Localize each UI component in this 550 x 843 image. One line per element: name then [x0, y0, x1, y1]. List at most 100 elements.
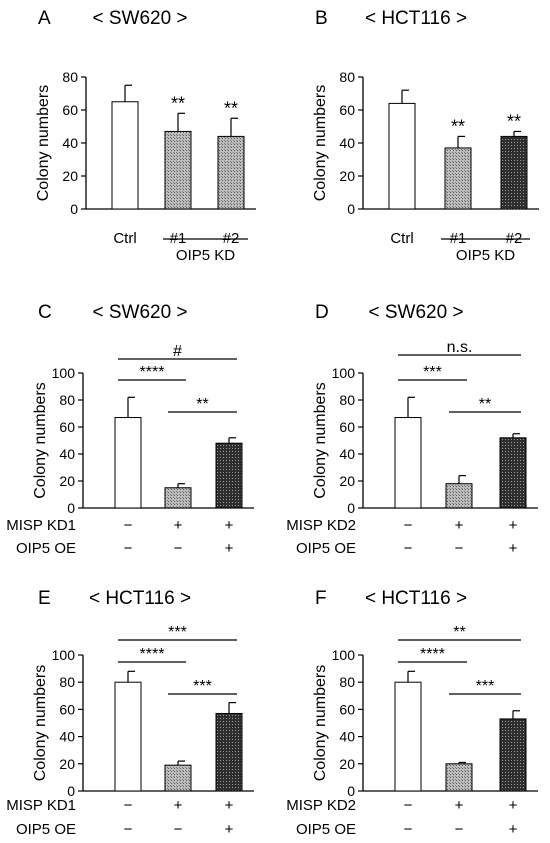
- panel-letter: D: [315, 302, 329, 323]
- significance-label: **: [224, 98, 238, 118]
- bar: [499, 718, 527, 792]
- y-tick-label: 80: [59, 674, 75, 690]
- condition-label: OIP5 OE: [16, 821, 76, 838]
- bar: [445, 483, 473, 509]
- y-tick-label: 100: [52, 647, 76, 663]
- condition-mark: −: [174, 821, 183, 838]
- category-label: Ctrl: [113, 230, 136, 247]
- bracket-label: #: [173, 343, 182, 360]
- condition-label: OIP5 OE: [296, 821, 356, 838]
- panel-letter: A: [38, 8, 51, 29]
- bracket-label: ***: [168, 624, 187, 641]
- panel-title: < HCT116 >: [365, 8, 467, 29]
- condition-mark: −: [124, 797, 133, 814]
- condition-mark: +: [225, 517, 234, 534]
- y-axis-label: Colony numbers: [312, 85, 329, 202]
- y-tick-label: 60: [339, 701, 355, 717]
- condition-mark: −: [124, 517, 133, 534]
- y-tick-label: 100: [52, 365, 76, 381]
- y-tick-label: 100: [332, 647, 356, 663]
- condition-label: OIP5 OE: [16, 540, 76, 557]
- y-axis-label: Colony numbers: [35, 85, 52, 202]
- condition-mark: −: [124, 540, 133, 557]
- category-label: Ctrl: [390, 230, 413, 247]
- condition-mark: +: [174, 797, 183, 814]
- bracket-label: ***: [423, 364, 442, 381]
- condition-mark: −: [455, 821, 464, 838]
- panel-title: < SW620 >: [368, 302, 463, 323]
- bar: [217, 135, 245, 210]
- bar: [164, 130, 192, 210]
- condition-label: MISP KD1: [6, 797, 76, 814]
- bar: [394, 681, 422, 792]
- significance-label: **: [451, 116, 465, 136]
- y-tick-label: 40: [59, 729, 75, 745]
- y-tick-label: 80: [339, 674, 355, 690]
- condition-mark: +: [225, 540, 234, 557]
- y-axis-label: Colony numbers: [32, 382, 49, 499]
- panel-title: < SW620 >: [92, 8, 187, 29]
- y-tick-label: 20: [62, 168, 78, 184]
- condition-mark: −: [174, 540, 183, 557]
- condition-mark: +: [509, 517, 518, 534]
- bar: [114, 681, 142, 792]
- y-tick-label: 0: [347, 500, 355, 516]
- y-tick-label: 20: [339, 473, 355, 489]
- condition-mark: +: [509, 540, 518, 557]
- panel-title: < HCT116 >: [365, 588, 467, 609]
- significance-label: **: [171, 93, 185, 113]
- bar: [114, 417, 142, 509]
- bracket-label: ****: [140, 364, 165, 381]
- y-tick-label: 20: [339, 756, 355, 772]
- condition-label: MISP KD1: [6, 517, 76, 534]
- condition-label: MISP KD2: [286, 797, 356, 814]
- panel-title: < HCT116 >: [89, 588, 191, 609]
- bar: [394, 417, 422, 509]
- condition-mark: −: [124, 821, 133, 838]
- condition-mark: +: [455, 517, 464, 534]
- y-tick-label: 40: [339, 135, 355, 151]
- y-tick-label: 0: [347, 783, 355, 799]
- y-tick-label: 40: [59, 446, 75, 462]
- bar: [444, 147, 472, 210]
- panel-title: < SW620 >: [92, 302, 187, 323]
- y-tick-label: 0: [67, 783, 75, 799]
- panel-letter: E: [38, 588, 51, 609]
- y-tick-label: 0: [347, 201, 355, 217]
- condition-mark: −: [404, 517, 413, 534]
- y-tick-label: 0: [70, 201, 78, 217]
- bar: [215, 442, 243, 509]
- y-axis-label: Colony numbers: [312, 665, 329, 782]
- y-tick-label: 60: [339, 102, 355, 118]
- bracket-label: **: [196, 396, 208, 413]
- y-tick-label: 80: [339, 69, 355, 85]
- bracket-label: n.s.: [447, 339, 473, 356]
- bracket-label: ***: [193, 678, 212, 695]
- y-tick-label: 80: [59, 392, 75, 408]
- y-tick-label: 80: [62, 69, 78, 85]
- y-tick-label: 60: [59, 701, 75, 717]
- y-tick-label: 20: [339, 168, 355, 184]
- y-tick-label: 80: [339, 392, 355, 408]
- y-tick-label: 100: [332, 365, 356, 381]
- bracket-label: ****: [420, 646, 445, 663]
- condition-label: MISP KD2: [286, 517, 356, 534]
- bar: [388, 102, 416, 210]
- bracket-label: ****: [140, 646, 165, 663]
- group-label: OIP5 KD: [456, 247, 515, 264]
- panel-letter: F: [315, 588, 327, 609]
- condition-mark: −: [404, 797, 413, 814]
- y-axis-label: Colony numbers: [32, 665, 49, 782]
- bracket-label: ***: [476, 678, 495, 695]
- bar: [499, 437, 527, 509]
- y-tick-label: 40: [62, 135, 78, 151]
- y-tick-label: 60: [339, 419, 355, 435]
- condition-mark: −: [404, 821, 413, 838]
- bar: [445, 763, 473, 792]
- significance-label: **: [507, 111, 521, 131]
- condition-mark: +: [509, 797, 518, 814]
- y-tick-label: 40: [339, 729, 355, 745]
- condition-mark: +: [455, 797, 464, 814]
- panel-letter: C: [38, 302, 52, 323]
